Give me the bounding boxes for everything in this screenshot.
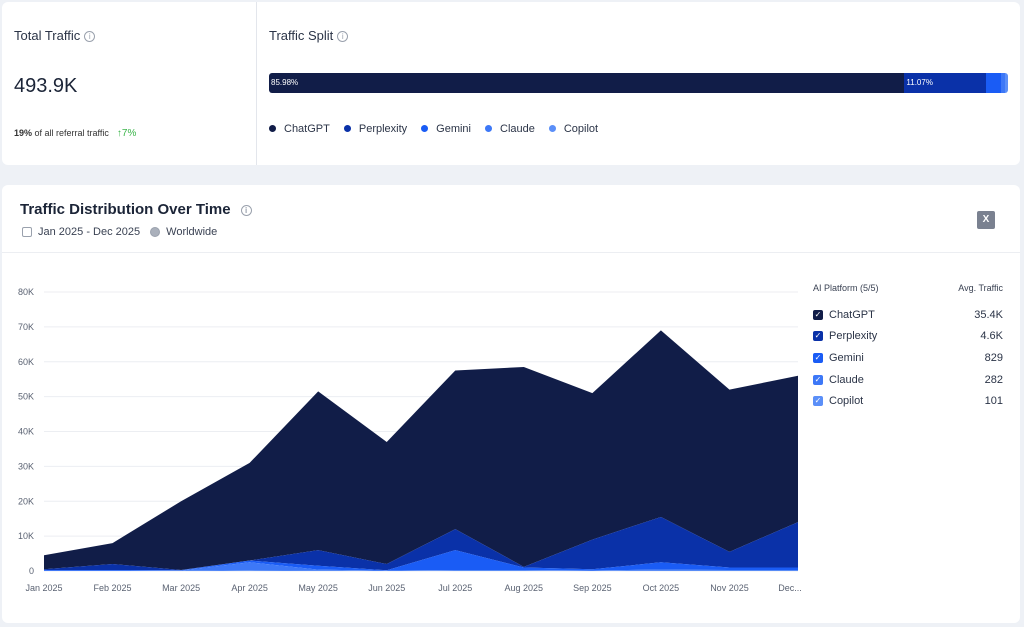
info-icon[interactable]: i [240,204,252,216]
legend-value-header: Avg. Traffic [958,283,1003,293]
platform-name: Gemini [829,351,864,364]
total-traffic-value: 493.9K [14,75,78,97]
checkbox-checked-icon[interactable]: ✓ [813,396,823,407]
x-tick-label: Jul 2025 [438,583,472,593]
legend-row-chatgpt[interactable]: ✓ ChatGPT 35.4K [813,304,1003,326]
split-segment-perplexity: 11.07% [904,73,987,93]
platform-name: Claude [829,373,864,386]
platform-name: Perplexity [829,330,878,343]
y-tick-label: 60K [18,357,34,367]
legend-dot-icon [485,125,492,132]
legend-label: ChatGPT [284,123,330,135]
legend-row-perplexity[interactable]: ✓ Perplexity 4.6K [813,326,1003,348]
share-text: of all referral traffic [34,128,109,138]
legend-dot-icon [343,125,351,132]
split-segment-chatgpt: 85.98% [269,73,905,93]
y-tick-label: 80K [18,287,34,297]
legend-dot-icon [548,125,556,132]
area-copilot [44,570,798,571]
traffic-distribution-card: Traffic Distribution Over Time i Jan 2025… [2,185,1020,623]
legend-label: Copilot [563,123,599,135]
calendar-icon [22,227,32,237]
split-legend-item: ChatGPT [269,123,330,135]
summary-card: Total Traffic i 493.9K 19% of all referra… [2,2,1020,165]
change-value: ↑7% [116,128,137,139]
area-perplexity [44,516,798,571]
total-traffic-label: Total Traffic [14,28,81,43]
area-chatgpt [44,330,798,570]
y-tick-label: 10K [18,531,34,541]
platform-avg: 4.6K [980,330,1003,343]
x-tick-label: Apr 2025 [231,583,268,593]
legend-label: Gemini [436,123,471,135]
split-segment-copilot [1005,73,1008,93]
share-value: 19% [14,128,33,138]
info-icon[interactable]: i [337,31,349,43]
x-tick-label: May 2025 [298,583,338,593]
info-icon[interactable]: i [84,31,96,43]
platform-name: ChatGPT [829,308,875,321]
checkbox-checked-icon[interactable]: ✓ [813,352,823,363]
area-chart: 0 10K 20K 30K 40K 50K 60K 70K 80K Jan 2025 Feb 202… [18,287,802,593]
split-legend-item: Claude [485,123,535,135]
traffic-split-bar: 85.98% 11.07% [269,73,1008,93]
y-tick-label: 0 [29,566,34,576]
platform-avg: 829 [984,351,1003,364]
area-claude [44,562,798,571]
legend-label: Claude [500,123,535,135]
legend-dot-icon [421,125,429,132]
platform-avg: 282 [984,373,1003,386]
legend-header: AI Platform (5/5) [813,283,879,293]
x-tick-label: Nov 2025 [710,583,749,593]
chart-meta: Jan 2025 - Dec 2025 Worldwide [22,226,217,238]
x-tick-label: Feb 2025 [94,583,132,593]
chart-title-text: Traffic Distribution Over Time [20,201,231,218]
traffic-split-label: Traffic Split [269,28,334,43]
split-legend: ChatGPT Perplexity Gemini Claude Copilot [269,123,598,135]
checkbox-checked-icon[interactable]: ✓ [813,309,823,320]
split-legend-item: Copilot [548,123,599,135]
y-tick-label: 40K [18,427,34,437]
area-gemini [44,550,798,571]
legend-dot-icon [269,125,276,132]
split-segment-gemini [986,73,1001,93]
x-tick-label: Aug 2025 [505,583,544,593]
excel-icon[interactable]: X [977,211,995,229]
x-tick-label: Dec... [778,583,802,593]
platform-avg: 35.4K [974,308,1003,321]
date-range[interactable]: Jan 2025 - Dec 2025 [38,226,141,238]
referral-share: 19% of all referral traffic ↑7% [14,128,136,139]
legend-row-gemini[interactable]: ✓ Gemini 829 [813,347,1003,369]
platform-name: Copilot [829,395,864,408]
x-tick-label: Sep 2025 [573,583,612,593]
x-tick-label: Mar 2025 [162,583,200,593]
legend-label: Perplexity [358,123,408,135]
split-segment-claude [1000,73,1006,93]
legend-row-claude[interactable]: ✓ Claude 282 [813,369,1003,391]
checkbox-checked-icon[interactable]: ✓ [813,374,823,385]
checkbox-checked-icon[interactable]: ✓ [813,331,823,342]
x-tick-label: Jun 2025 [368,583,405,593]
total-traffic-panel: Total Traffic i 493.9K 19% of all referra… [2,2,257,165]
split-legend-item: Gemini [421,123,471,135]
globe-icon [150,227,161,237]
region[interactable]: Worldwide [166,226,218,238]
y-tick-label: 50K [18,392,34,402]
x-tick-label: Jan 2025 [25,583,62,593]
y-tick-label: 70K [18,322,34,332]
y-tick-label: 30K [18,461,34,471]
divider [2,252,1020,253]
legend-row-copilot[interactable]: ✓ Copilot 101 [813,390,1003,412]
split-legend-item: Perplexity [343,123,408,135]
platform-legend: AI Platform (5/5) Avg. Traffic ✓ ChatGPT 35… [813,283,1003,412]
x-tick-label: Oct 2025 [643,583,680,593]
platform-avg: 101 [984,395,1003,408]
chart-title: Traffic Distribution Over Time i [20,201,252,218]
y-tick-label: 20K [18,496,34,506]
